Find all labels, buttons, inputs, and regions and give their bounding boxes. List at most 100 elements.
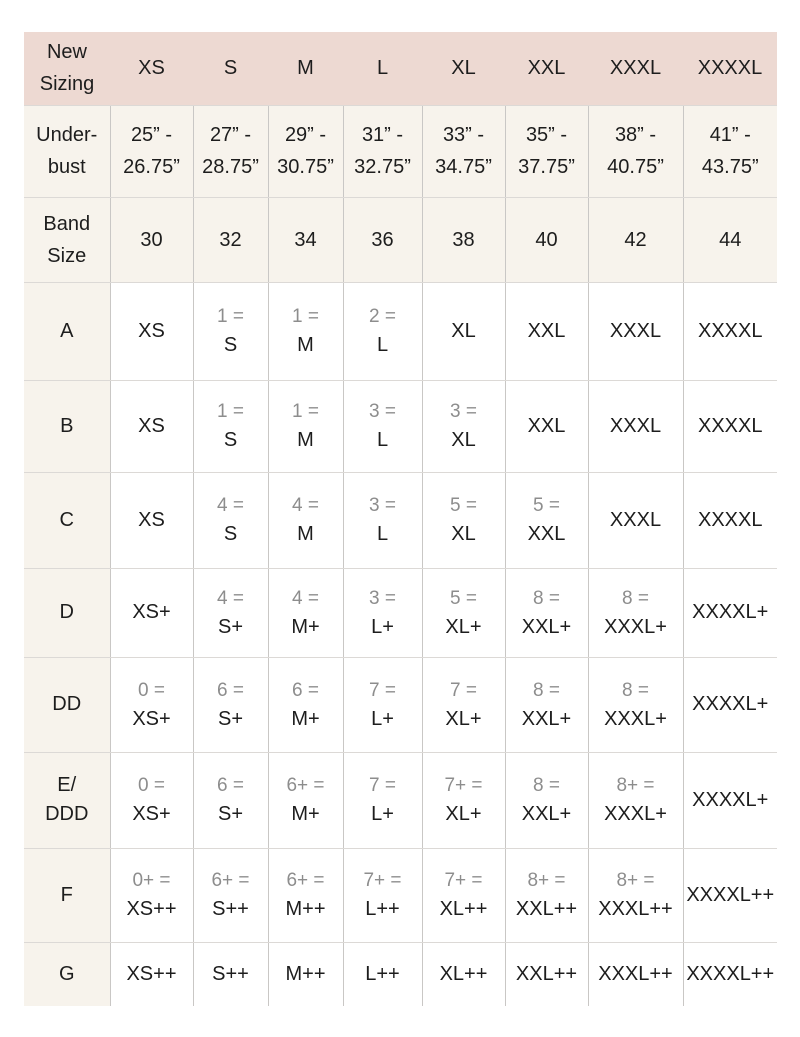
cell-conversion-number: 2 = bbox=[369, 306, 396, 327]
table-cell: 29” - 30.75” bbox=[267, 104, 344, 198]
table-cell: XXXXL+ bbox=[682, 751, 777, 849]
cell-conversion-number: 5 = bbox=[450, 587, 477, 609]
row-header-f: F bbox=[24, 847, 111, 943]
table-cell: 7 = XL+ bbox=[421, 656, 506, 753]
table-cell: XS bbox=[109, 379, 194, 473]
table-cell: 1 = M bbox=[267, 379, 344, 473]
table-cell: 41” - 43.75” bbox=[682, 104, 777, 198]
cell-size-text: XS++ bbox=[126, 962, 177, 985]
size-chart: New Sizing XS S M L XL XXL XXXL XXXXL Under-bust 25… bbox=[24, 32, 777, 1006]
table-row-a: A XS 1 = S 1 = M 2 = L XL XXL XXXL XXXXL bbox=[24, 281, 777, 381]
cell-conversion-number: 1 = bbox=[292, 306, 319, 327]
cell-size-text: L+ bbox=[371, 707, 394, 730]
cell-conversion-number: 6 = bbox=[292, 679, 319, 701]
cell-size-text: S bbox=[223, 429, 238, 451]
cell-conversion-number: 3 = bbox=[369, 401, 396, 422]
column-header-m: M bbox=[268, 32, 343, 106]
table-cell: XXXXL++ bbox=[682, 941, 777, 1006]
table-cell: 8 = XXL+ bbox=[504, 656, 589, 753]
cell-size-text: 36 bbox=[371, 228, 394, 251]
cell-size-text: 38” - bbox=[614, 124, 657, 146]
cell-size-text: M bbox=[297, 429, 314, 451]
cell-size-text: 30 bbox=[140, 228, 163, 251]
cell-conversion-number: 6+ = bbox=[286, 870, 325, 891]
cell-size-text: 40.75” bbox=[607, 156, 664, 178]
cell-conversion-number: 8+ = bbox=[616, 870, 655, 891]
table-cell: XXXL++ bbox=[587, 941, 684, 1006]
cell-size-text: 34.75” bbox=[435, 156, 492, 178]
table-cell: 4 = M+ bbox=[267, 567, 344, 658]
cell-conversion-number: 0+ = bbox=[132, 870, 171, 891]
table-row-b: B XS 1 = S 1 = M 3 = L 3 = XL XXL XXXL XXXXL bbox=[24, 379, 777, 473]
cell-size-text: M+ bbox=[291, 803, 320, 825]
cell-conversion-number: 7 = bbox=[369, 679, 396, 701]
row-header-under-bust: Under-bust bbox=[24, 104, 111, 198]
table-cell: 5 = XL+ bbox=[421, 567, 506, 658]
cell-size-text: 29” - bbox=[284, 124, 327, 146]
row-header-text: DDD bbox=[45, 803, 89, 825]
column-header-text: XXXXL bbox=[697, 57, 763, 80]
table-cell: XL bbox=[421, 281, 506, 381]
cell-size-text: L bbox=[376, 429, 389, 451]
table-cell: 1 = S bbox=[192, 281, 269, 381]
column-header-text: XXL bbox=[527, 57, 566, 80]
table-cell: XXXL bbox=[587, 471, 684, 569]
table-cell: 7+ = XL++ bbox=[421, 847, 506, 943]
table-cell: 40 bbox=[504, 196, 589, 283]
table-cell: 8+ = XXXL++ bbox=[587, 847, 684, 943]
table-cell: 6+ = S++ bbox=[192, 847, 269, 943]
table-cell: 6 = M+ bbox=[267, 656, 344, 753]
row-header-e-ddd: E/DDD bbox=[24, 751, 111, 849]
cell-size-text: XXXL+ bbox=[604, 615, 667, 638]
cell-conversion-number: 4 = bbox=[217, 587, 244, 609]
cell-conversion-number: 8 = bbox=[533, 587, 560, 609]
table-cell: 42 bbox=[587, 196, 684, 283]
cell-size-text: XL+ bbox=[445, 707, 482, 730]
table-cell: 7 = L+ bbox=[342, 751, 423, 849]
row-header-band-size: Band Size bbox=[24, 196, 111, 283]
cell-size-text: S+ bbox=[217, 803, 244, 825]
cell-size-text: 32 bbox=[219, 228, 242, 251]
row-header-g: G bbox=[24, 941, 111, 1006]
cell-size-text: 25” - bbox=[130, 124, 173, 146]
cell-size-text: XXXXL+ bbox=[692, 693, 769, 715]
table-cell: 7 = L+ bbox=[342, 656, 423, 753]
table-row-band-size: Band Size 30 32 34 36 38 40 42 44 bbox=[24, 196, 777, 283]
table-cell: 4 = M bbox=[267, 471, 344, 569]
cell-size-text: 35” - bbox=[525, 124, 568, 146]
table-cell: XXXL bbox=[587, 281, 684, 381]
table-cell: 3 = L bbox=[342, 379, 423, 473]
table-cell: 27” - 28.75” bbox=[192, 104, 269, 198]
table-cell: XXL++ bbox=[504, 941, 589, 1006]
cell-conversion-number: 8 = bbox=[533, 775, 560, 796]
row-header-text: B bbox=[60, 414, 74, 437]
cell-size-text: XL bbox=[451, 319, 476, 342]
cell-size-text: XS bbox=[138, 414, 165, 437]
table-cell: 5 = XL bbox=[421, 471, 506, 569]
row-header-text: G bbox=[58, 962, 75, 985]
cell-size-text: 38 bbox=[452, 228, 475, 251]
cell-size-text: XXXL++ bbox=[598, 962, 673, 985]
cell-size-text: XXXL bbox=[609, 508, 662, 531]
cell-size-text: XXXL bbox=[609, 414, 662, 437]
cell-conversion-number: 3 = bbox=[450, 401, 477, 422]
table-cell: 8 = XXXL+ bbox=[587, 656, 684, 753]
cell-size-text: XXXXL bbox=[698, 414, 763, 437]
cell-size-text: S+ bbox=[217, 615, 244, 638]
cell-size-text: XXL bbox=[527, 523, 566, 545]
table-cell: XS bbox=[109, 281, 194, 381]
cell-size-text: L+ bbox=[371, 803, 394, 825]
table-cell: 36 bbox=[342, 196, 423, 283]
cell-size-text: S bbox=[223, 523, 238, 545]
row-header-text: bust bbox=[47, 156, 86, 178]
cell-size-text: XXXXL+ bbox=[692, 601, 769, 623]
table-cell: 32 bbox=[192, 196, 269, 283]
cell-conversion-number: 8+ = bbox=[616, 775, 655, 796]
table-cell: XXXXL bbox=[682, 379, 777, 473]
column-header-text: L bbox=[376, 57, 389, 80]
table-cell: 3 = L bbox=[342, 471, 423, 569]
cell-conversion-number: 3 = bbox=[369, 587, 396, 609]
table-cell: 0+ = XS++ bbox=[109, 847, 194, 943]
table-cell: 6+ = M+ bbox=[267, 751, 344, 849]
row-header-text: D bbox=[59, 601, 74, 623]
